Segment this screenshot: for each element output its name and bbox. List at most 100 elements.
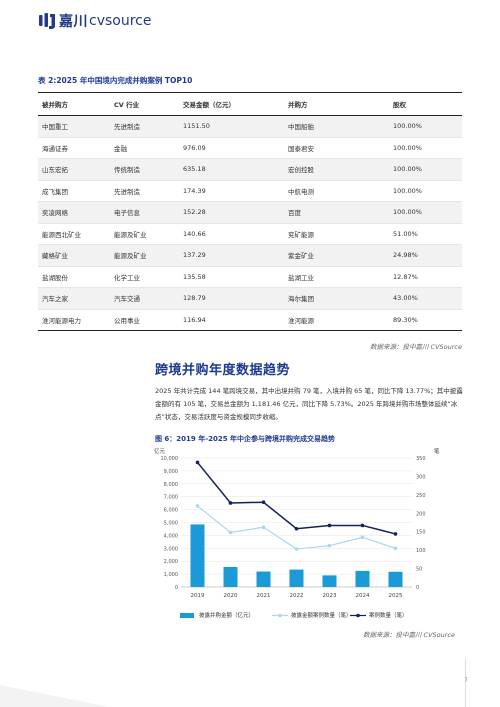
header-industry: CV 行业 (110, 92, 179, 116)
series-point-2 (195, 460, 200, 465)
table-cell: 100.00% (389, 180, 462, 202)
left-tick-label: 2,000 (164, 559, 178, 565)
x-tick-label: 2023 (323, 593, 337, 599)
table-cell: 先进制造 (110, 180, 179, 202)
logo-english-text: cvsource (89, 13, 152, 29)
table-cell: 51.00% (389, 223, 462, 245)
section-title: 跨境并购年度数据趋势 (155, 363, 291, 378)
table-cell: 1151.50 (179, 115, 284, 138)
table-cell: 174.39 (179, 180, 284, 202)
table-row: 中国重工 先进制造 1151.50 中国船舶 100.00% (38, 115, 462, 138)
table-title: 表 2:2025 年中国境内完成并购案例 TOP10 (38, 76, 193, 85)
table-cell: 淮河能源 (284, 309, 389, 331)
table-cell: 635.18 (179, 158, 284, 181)
table-cell: 化学工业 (110, 266, 179, 288)
table-cell: 汽车之家 (38, 287, 110, 310)
table-row: 藏格矿业 能源及矿业 137.29 紫金矿业 24.98% (38, 244, 462, 267)
table-cell: 100.00% (389, 115, 462, 138)
page-number: 7 (464, 677, 468, 684)
table-cell: 淮河能源电力 (38, 309, 110, 331)
header-target: 被并购方 (38, 92, 110, 116)
table-cell: 128.79 (179, 287, 284, 310)
table-cell: 12.87% (389, 266, 462, 288)
x-tick-label: 2024 (356, 593, 370, 599)
legend-swatch-bar (180, 613, 194, 618)
table-row: 成飞集团 先进制造 174.39 中航电测 100.00% (38, 180, 462, 202)
table-cell: 100.00% (389, 201, 462, 224)
left-tick-label: 8,000 (164, 482, 178, 488)
cross-border-trend-chart: 亿元 笔 0 1,000 2,000 3,000 4,000 5,000 6,000 7,000 8… (154, 447, 440, 619)
table-cell: 能源及矿业 (110, 223, 179, 245)
right-tick-label: 350 (416, 456, 426, 462)
left-tick-label: 3,000 (164, 546, 178, 552)
table-row: 汽车之家 汽车交通 128.79 海尔集团 43.00% (38, 287, 462, 310)
table-cell: 国泰君安 (284, 137, 389, 159)
left-tick-label: 9,000 (164, 469, 178, 475)
table-cell: 盐湖工业 (284, 266, 389, 288)
right-tick-label: 200 (416, 511, 426, 517)
left-tick-label: 10,000 (161, 456, 179, 462)
table-cell: 海尔集团 (284, 287, 389, 310)
table-cell: 43.00% (389, 287, 462, 310)
series-point-2 (294, 526, 299, 531)
legend-label: 案例数量（笔） (369, 611, 408, 619)
header-acquirer: 并购方 (284, 92, 389, 116)
table-cell: 152.28 (179, 201, 284, 224)
legend-swatch-marker (278, 613, 282, 618)
left-tick-label: 5,000 (164, 521, 178, 527)
series-point-1 (228, 530, 233, 535)
table-row: 奕凌网络 电子信息 152.28 百度 100.00% (38, 201, 462, 224)
brand-logo: 嘉川 cvsource (38, 11, 151, 31)
bar-2025 (388, 571, 403, 587)
left-tick-label: 6,000 (164, 508, 178, 514)
table-cell: 公用事业 (110, 309, 179, 331)
table-cell: 能源及矿业 (110, 244, 179, 267)
table-cell: 135.58 (179, 266, 284, 288)
bar-2019 (190, 524, 205, 587)
corner-decoration (0, 685, 110, 707)
table-cell: 盐湖股份 (38, 266, 110, 288)
table-cell: 藏格矿业 (38, 244, 110, 267)
figure-title: 图 6：2019 年-2025 年中企参与跨境并购完成交易趋势 (155, 435, 336, 443)
table-cell: 89.30% (389, 309, 462, 331)
table-row: 山东宏拓 传统制造 635.18 宏创控股 100.00% (38, 158, 462, 181)
table-cell: 100.00% (389, 137, 462, 159)
table-cell: 金融 (110, 137, 179, 159)
table-row: 能源西北矿业 能源及矿业 140.66 兖矿能源 51.00% (38, 223, 462, 245)
left-axis-unit: 亿元 (154, 447, 166, 455)
right-tick-label: 0 (416, 585, 419, 591)
section-paragraph: 2025 年共计完成 144 笔跨境交易，其中出境并购 79 笔，入境并购 65… (155, 387, 463, 421)
table-row: 海通证券 金融 976.09 国泰君安 100.00% (38, 137, 462, 159)
series-point-1 (195, 504, 200, 508)
table-cell: 976.09 (179, 137, 284, 159)
table-cell: 奕凌网络 (38, 201, 110, 224)
header-amount: 交易金额（亿元） (179, 92, 284, 116)
table-cell: 百度 (284, 201, 389, 224)
top10-table: 被并购方 CV 行业 交易金额（亿元） 并购方 股权 中国重工 先进制造 1151.… (38, 92, 462, 331)
table-cell: 能源西北矿业 (38, 223, 110, 245)
margin-rule (465, 658, 466, 707)
left-tick-label: 0 (175, 585, 178, 591)
bar-2022 (289, 569, 304, 587)
x-tick-label: 2020 (224, 593, 238, 599)
logo-mark-icon (39, 13, 55, 29)
legend-label: 披露金额案例数量（笔） (291, 611, 352, 619)
bar-2021 (256, 571, 271, 587)
series-point-2 (360, 523, 365, 528)
series-point-1 (261, 525, 266, 530)
table-cell: 传统制造 (110, 158, 179, 181)
right-tick-label: 300 (416, 474, 426, 480)
table-cell: 宏创控股 (284, 158, 389, 181)
series-point-2 (261, 500, 266, 505)
x-tick-label: 2019 (191, 593, 205, 599)
legend-label: 披露并购金额（亿元） (199, 611, 254, 619)
bar-2024 (355, 570, 370, 587)
x-tick-label: 2021 (257, 593, 271, 599)
series-point-2 (393, 532, 398, 536)
series-point-1 (393, 546, 398, 551)
table-row: 淮河能源电力 公用事业 116.94 淮河能源 89.30% (38, 309, 462, 331)
left-tick-label: 1,000 (164, 572, 178, 578)
table-cell: 116.94 (179, 309, 284, 331)
right-tick-label: 250 (416, 493, 426, 499)
table-cell: 中国船舶 (284, 115, 389, 138)
